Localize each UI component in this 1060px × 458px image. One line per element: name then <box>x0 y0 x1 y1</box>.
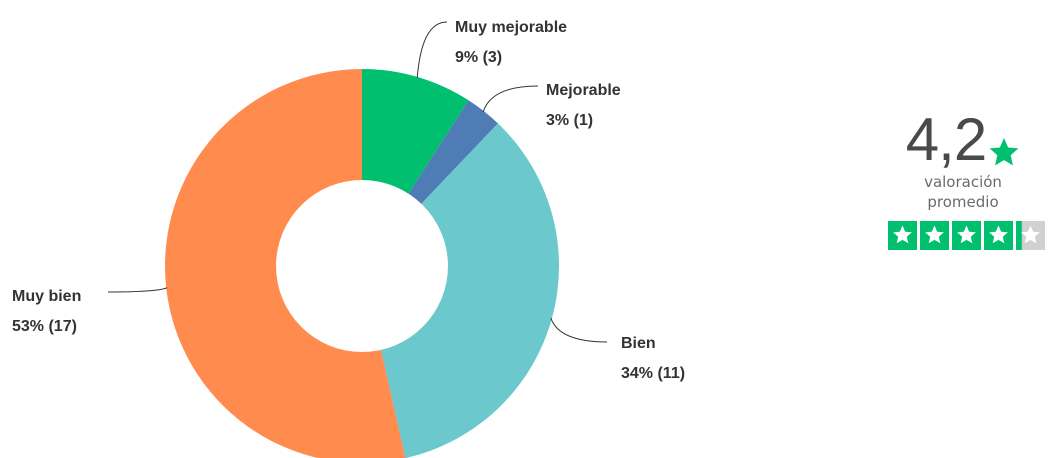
leader-line <box>482 85 539 113</box>
average-rating-caption-line1: valoración <box>924 173 1002 191</box>
average-rating: 4,2 valoración promedio <box>888 108 1045 250</box>
slice-label-value: 53% (17) <box>12 318 77 335</box>
leader-lines <box>107 21 608 343</box>
slice-label-value: 34% (11) <box>621 365 685 382</box>
average-rating-row: 4,2 <box>888 108 1038 172</box>
rating-star <box>1016 221 1045 250</box>
slice-label-name: Muy mejorable <box>455 19 567 36</box>
average-rating-value: 4,2 <box>905 106 987 173</box>
slice-label-value: 9% (3) <box>455 49 502 66</box>
donut-slice <box>362 123 559 458</box>
rating-star <box>984 221 1013 250</box>
slice-label-name: Bien <box>621 335 656 352</box>
slice-label-value: 3% (1) <box>546 112 593 129</box>
leader-line <box>416 21 448 78</box>
rating-star <box>952 221 981 250</box>
slice-label-name: Mejorable <box>546 82 621 99</box>
rating-star <box>920 221 949 250</box>
star-icon <box>989 138 1019 166</box>
leader-line <box>107 287 168 293</box>
donut-chart: Muy mejorable 9% (3) Mejorable 3% (1) Bi… <box>12 19 685 458</box>
star-rating-bar <box>888 221 1045 250</box>
leader-line <box>550 318 608 343</box>
rating-star <box>888 221 917 250</box>
donut-hole <box>276 180 448 352</box>
slice-label-name: Muy bien <box>12 288 81 305</box>
average-rating-caption-line2: promedio <box>927 193 999 211</box>
